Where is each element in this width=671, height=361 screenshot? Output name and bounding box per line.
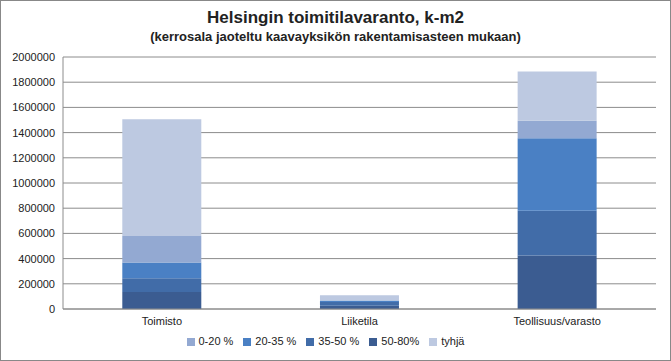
svg-text:1400000: 1400000 — [12, 127, 55, 139]
html-text:50-80%: 50-80% — [381, 335, 420, 347]
svg-text:800000: 800000 — [18, 202, 55, 214]
svg-text:1200000: 1200000 — [12, 152, 55, 164]
svg-text:400000: 400000 — [18, 253, 55, 265]
svg-text:2000000: 2000000 — [12, 51, 55, 63]
svg-text:600000: 600000 — [18, 227, 55, 239]
html-text:0-20 %: 0-20 % — [198, 335, 234, 347]
svg-text:Liiketila: Liiketila — [341, 315, 379, 327]
svg-text:Teollisuus/varasto: Teollisuus/varasto — [513, 315, 600, 327]
svg-text:1000000: 1000000 — [12, 177, 55, 189]
svg-text:0: 0 — [49, 303, 55, 315]
html-text:tyhjä: tyhjä — [441, 335, 465, 347]
html-text:35-50 %: 35-50 % — [318, 335, 360, 347]
html-text:Helsingin toimitilavaranto, k-: Helsingin toimitilavaranto, k-m2 — [207, 8, 464, 27]
svg-text:Toimisto: Toimisto — [142, 315, 182, 327]
svg-text:1800000: 1800000 — [12, 76, 55, 88]
svg-text:200000: 200000 — [18, 278, 55, 290]
html-text:(kerrosala jaoteltu kaavayksik: (kerrosala jaoteltu kaavayksikön rakenta… — [150, 29, 521, 44]
svg-text:1600000: 1600000 — [12, 101, 55, 113]
html-text:20-35 %: 20-35 % — [255, 335, 297, 347]
